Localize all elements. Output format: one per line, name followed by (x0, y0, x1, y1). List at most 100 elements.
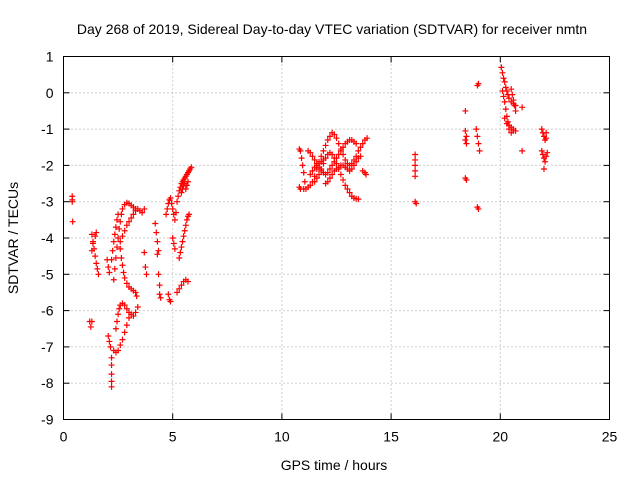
data-point (155, 247, 162, 254)
data-point (412, 173, 419, 180)
data-point (115, 311, 122, 318)
data-point (163, 211, 170, 218)
y-tick-label: -7 (41, 339, 54, 355)
data-point (335, 140, 342, 147)
data-point (112, 254, 119, 261)
data-point (413, 200, 420, 207)
data-point (353, 158, 360, 165)
data-point (333, 160, 340, 167)
data-point (463, 176, 470, 183)
data-point (93, 260, 100, 267)
data-point (301, 178, 308, 185)
data-point (180, 233, 187, 240)
data-point (506, 126, 513, 133)
data-point (342, 182, 349, 189)
data-point (134, 303, 141, 310)
data-point (109, 247, 116, 254)
data-point (355, 147, 362, 154)
data-point (123, 322, 130, 329)
data-point (94, 265, 101, 272)
data-point (498, 64, 505, 71)
data-point (142, 264, 149, 271)
data-point (115, 211, 122, 218)
data-point (509, 91, 516, 98)
data-point (174, 289, 181, 296)
data-points (69, 64, 551, 390)
grid-lines (63, 56, 610, 420)
data-point (116, 305, 123, 312)
y-tick-label: -4 (41, 230, 54, 246)
data-point (88, 318, 95, 325)
data-point (474, 133, 481, 140)
data-point (500, 75, 507, 82)
data-point (88, 247, 95, 254)
x-tick-label: 5 (169, 429, 177, 445)
data-point (538, 126, 545, 133)
data-point (152, 220, 159, 227)
data-point (178, 282, 185, 289)
data-point (473, 126, 480, 133)
data-point (182, 222, 189, 229)
data-point (337, 147, 344, 154)
data-point (132, 309, 139, 316)
data-point (462, 127, 469, 134)
data-point (329, 162, 336, 169)
data-point (510, 97, 517, 104)
data-point (170, 240, 177, 247)
data-point (543, 153, 550, 160)
data-point (116, 225, 123, 232)
data-point (300, 169, 307, 176)
data-point (178, 244, 185, 251)
data-point (364, 135, 371, 142)
data-point (320, 147, 327, 154)
data-point (539, 151, 546, 158)
data-point (108, 256, 115, 263)
data-point (123, 305, 130, 312)
data-point (309, 167, 316, 174)
data-point (176, 254, 183, 261)
y-tick-label: -9 (41, 412, 54, 428)
plot-frame (63, 56, 610, 420)
data-point (128, 215, 135, 222)
data-point (353, 140, 360, 147)
data-point (108, 354, 115, 361)
data-point (316, 171, 323, 178)
data-point (340, 144, 347, 151)
data-point (324, 178, 331, 185)
data-point (174, 198, 181, 205)
data-point (154, 251, 161, 258)
x-tick-label: 15 (383, 429, 399, 445)
data-point (309, 153, 316, 160)
data-point (307, 182, 314, 189)
data-point (120, 269, 127, 276)
data-point (519, 104, 526, 111)
data-point (139, 209, 146, 216)
data-point (324, 136, 331, 143)
data-point (475, 205, 482, 212)
y-tick-label: -3 (41, 194, 54, 210)
data-point (110, 238, 117, 245)
data-point (475, 80, 482, 87)
data-point (412, 162, 419, 169)
data-point (297, 147, 304, 154)
data-point (121, 329, 128, 336)
data-point (130, 313, 137, 320)
data-point (93, 229, 100, 236)
data-point (511, 102, 518, 109)
y-tick-label: -8 (41, 375, 54, 391)
data-point (503, 120, 510, 127)
x-tick-label: 25 (602, 429, 618, 445)
data-point (318, 166, 325, 173)
data-point (169, 205, 176, 212)
data-point (115, 347, 122, 354)
data-point (111, 265, 118, 272)
y-tick-label: -6 (41, 303, 54, 319)
data-point (540, 166, 547, 173)
data-point (143, 271, 150, 278)
data-point (176, 285, 183, 292)
data-point (119, 336, 126, 343)
data-point (501, 98, 508, 105)
data-point (95, 271, 102, 278)
data-point (133, 293, 140, 300)
